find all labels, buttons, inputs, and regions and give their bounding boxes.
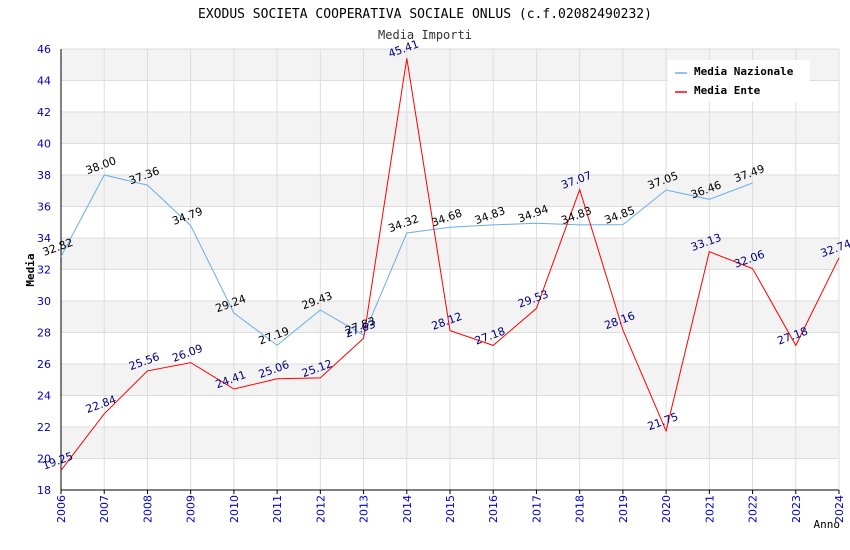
x-tick-label-2006: 2006 (55, 495, 68, 523)
x-tick-label-2014: 2014 (401, 495, 414, 523)
x-tick-label-2010: 2010 (228, 495, 241, 523)
y-tick-label-32: 32 (37, 264, 51, 277)
x-tick-label-2012: 2012 (314, 495, 327, 523)
x-tick-label-2008: 2008 (141, 495, 154, 523)
data-label-nazionale-2015: 34.68 (430, 207, 464, 230)
x-tick-labels: 2006 2007 2008 2009 2010 2011 2012 2013 2014 2015… (55, 495, 846, 523)
x-tick-label-2017: 2017 (530, 495, 543, 523)
legend-label-ente: Media Ente (694, 84, 761, 97)
x-tick-label-2016: 2016 (487, 495, 500, 523)
legend: Media Nazionale Media Ente (668, 60, 810, 102)
x-tick-label-2009: 2009 (185, 495, 198, 523)
series-line-media-nazionale (60, 174, 753, 346)
y-tick-label-28: 28 (37, 327, 51, 340)
x-tick-label-2015: 2015 (444, 495, 457, 523)
data-label-nazionale-2019: 34.85 (603, 204, 637, 227)
x-tick-label-2007: 2007 (98, 495, 111, 523)
x-tick-label-2013: 2013 (358, 495, 371, 523)
chart-subtitle: Media Importi (378, 28, 472, 42)
x-tick-label-2020: 2020 (660, 495, 673, 523)
x-tick-label-2011: 2011 (271, 495, 284, 523)
data-label-ente-2009: 26.09 (170, 342, 204, 365)
y-tick-label-18: 18 (37, 484, 51, 497)
axes (60, 49, 840, 494)
data-label-nazionale-2007: 38.00 (84, 154, 118, 177)
x-axis-label: Anno (814, 518, 841, 531)
data-label-nazionale-2016: 34.83 (473, 204, 507, 227)
y-axis-label: Media (24, 253, 37, 286)
y-tick-label-46: 46 (37, 43, 51, 56)
y-tick-labels: 18 20 22 24 26 28 30 32 34 36 38 40 42 44 46 (37, 43, 51, 497)
y-tick-label-44: 44 (37, 75, 51, 88)
y-tick-label-38: 38 (37, 169, 51, 182)
y-tick-label-30: 30 (37, 295, 51, 308)
data-label-nazionale-2009: 34.79 (170, 205, 204, 228)
x-tick-label-2024: 2024 (833, 495, 846, 523)
y-tick-label-40: 40 (37, 138, 51, 151)
chart-title: EXODUS SOCIETA COOPERATIVA SOCIALE ONLUS… (198, 7, 652, 22)
series-line-media-ente (60, 58, 840, 471)
data-label-nazionale-2018: 34.83 (559, 204, 593, 227)
legend-box (668, 60, 810, 102)
x-tick-label-2018: 2018 (574, 495, 587, 523)
y-tick-label-42: 42 (37, 106, 51, 119)
y-tick-label-20: 20 (37, 453, 51, 466)
x-tick-label-2021: 2021 (703, 495, 716, 523)
x-tick-label-2022: 2022 (747, 495, 760, 523)
y-tick-label-22: 22 (37, 421, 51, 434)
data-label-ente-2007: 22.84 (84, 393, 118, 416)
y-tick-label-26: 26 (37, 358, 51, 371)
series-lines (60, 58, 840, 471)
y-tick-label-34: 34 (37, 232, 51, 245)
x-tick-label-2023: 2023 (790, 495, 803, 523)
y-tick-label-36: 36 (37, 201, 51, 214)
legend-label-nazionale: Media Nazionale (694, 65, 794, 78)
y-tick-label-24: 24 (37, 390, 51, 403)
x-tick-label-2019: 2019 (617, 495, 630, 523)
